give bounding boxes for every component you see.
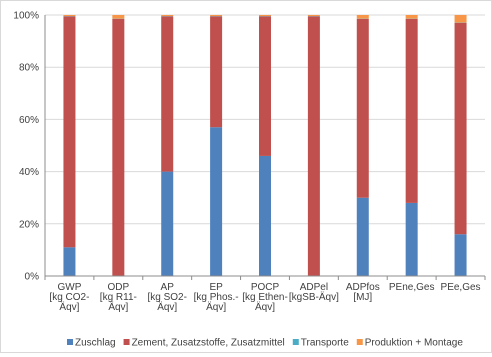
bar-segment (210, 16, 222, 127)
x-tick-label-line: Äqv] (206, 301, 226, 313)
legend: Zuschlag Zement, Zusatzstoffe, Zusatzmitt… (67, 338, 463, 349)
x-tick-label: POCP[kg Ethen-Äqv] (242, 282, 288, 313)
bar-segment (455, 23, 467, 234)
x-tick-label: PEe,Ges (441, 282, 481, 293)
x-tick-label-line: PEe,Ges (441, 282, 481, 293)
bar-segment (357, 15, 369, 19)
bar-segment (455, 234, 467, 276)
x-tick-label-line: PEne,Ges (389, 282, 435, 293)
x-tick-label: ADPel[kgSB-Äqv] (289, 282, 339, 303)
x-tick-label: EP[kg Phos.-Äqv] (194, 282, 239, 313)
x-tick-label-line: [kgSB-Äqv] (289, 291, 339, 303)
bar-segment (406, 15, 418, 19)
bar-segment (357, 19, 369, 198)
bar-segment (455, 15, 467, 23)
x-tick-label: PEne,Ges (389, 282, 435, 293)
legend-swatch (124, 339, 130, 345)
bar-segment (161, 172, 173, 276)
legend-swatch (293, 339, 299, 345)
x-tick-label-line: [MJ] (353, 292, 372, 303)
bar-segment (161, 16, 173, 171)
bar-segment (259, 16, 271, 156)
bar-segment (259, 15, 271, 16)
bar-segment (63, 15, 75, 16)
legend-swatch (67, 339, 73, 345)
bar-segment (406, 203, 418, 276)
bar-segment (357, 198, 369, 276)
x-tick-label-line: Äqv] (255, 301, 275, 313)
y-tick-label: 40% (19, 167, 39, 178)
bar-segment (406, 19, 418, 203)
bar-segment (259, 156, 271, 276)
bar-segment (63, 16, 75, 247)
bar-segment (161, 15, 173, 16)
legend-label: Zuschlag (75, 338, 116, 349)
x-tick-label: GWP[kg CO2-Äqv] (49, 282, 89, 313)
x-tick-label-line: Äqv] (157, 301, 177, 313)
bar-segment (112, 15, 124, 19)
legend-label: Produktion + Montage (365, 338, 464, 349)
chart-svg: 0% 20% 40% 60% 80% 100% GWP[kg CO2-Äqv] ODP[kg … (1, 1, 491, 352)
x-tick-label: ADPfos[MJ] (346, 282, 380, 303)
bar-segment (112, 19, 124, 276)
y-tick-label: 60% (19, 115, 39, 126)
bar-layer (63, 15, 466, 276)
bar-segment (63, 247, 75, 276)
x-tick-label-line: Äqv] (108, 301, 128, 313)
y-tick-label: 80% (19, 63, 39, 74)
y-tick-label: 100% (13, 11, 39, 22)
legend-swatch (357, 339, 363, 345)
bar-segment (308, 15, 320, 16)
y-tick-label: 20% (19, 219, 39, 230)
bar-segment (210, 127, 222, 276)
y-tick-label: 0% (25, 272, 40, 283)
x-tick-label: ODP[kg R11-Äqv] (100, 282, 137, 313)
legend-label: Transporte (301, 338, 349, 349)
x-tick-label-line: Äqv] (59, 301, 79, 313)
legend-label: Zement, Zusatzstoffe, Zusatzmittel (132, 338, 285, 349)
bar-segment (210, 15, 222, 16)
x-tick-label: AP[kg SO2-Äqv] (147, 282, 186, 313)
bar-segment (308, 16, 320, 276)
